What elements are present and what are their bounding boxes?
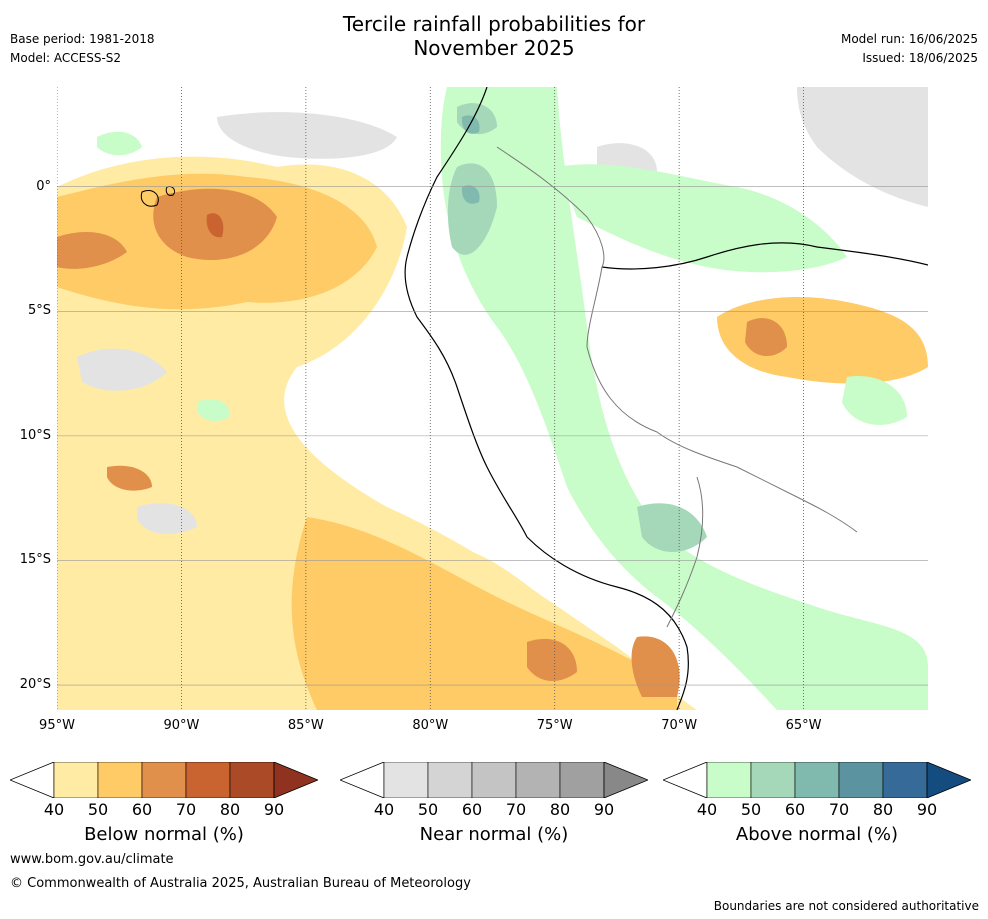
colorbar-tick-label: 90 [593,800,615,819]
below-normal-region-60e [745,318,787,357]
map-title-line2: November 2025 [413,36,575,60]
colorbar-tick-label: 40 [43,800,65,819]
colorbar-segment [882,762,928,798]
above-normal-region-3 [97,131,142,156]
latitude-label: 20°S [19,677,51,693]
near-normal-region-1 [217,112,397,159]
colorbar-tick-label: 70 [505,800,527,819]
colorbar-tick-label: 60 [131,800,153,819]
above-normal-region-50b [637,503,707,552]
longitude-label: 65°W [785,718,822,733]
colorbar-segment [229,762,275,798]
colorbar-extension-low [663,762,708,798]
colorbar-extension-high [603,762,648,798]
colorbar-segment [706,762,752,798]
colorbar-tick-label: 50 [740,800,762,819]
above-normal-region-4 [197,399,230,421]
model-text: Model: ACCESS-S2 [10,51,122,65]
colorbar-tick-label: 70 [828,800,850,819]
colorbar-tick-label: 90 [916,800,938,819]
colorbar-segment [53,762,99,798]
above-normal-region-5 [842,376,907,425]
near-normal-region-3 [77,348,167,391]
longitude-label: 70°W [661,718,698,733]
longitude-label: 75°W [536,718,573,733]
colorbar-tick-label: 40 [696,800,718,819]
above-normal-region-2 [557,164,847,273]
colorbar-tick-label: 90 [263,800,285,819]
amazon-river [601,242,929,270]
colorbar [10,762,318,798]
colorbar-tick-label: 80 [872,800,894,819]
colorbar-tick-label: 60 [784,800,806,819]
colorbar-segment [750,762,796,798]
colorbar-segment [383,762,429,798]
colorbar-tick-label: 50 [417,800,439,819]
below-normal-region-50c [717,297,928,384]
colorbar-tick-label: 60 [461,800,483,819]
longitude-label: 85°W [287,718,324,733]
colorbar-segment [794,762,840,798]
colorbar-segment [838,762,884,798]
grid-lines [56,87,928,710]
below-normal-region-60b [57,232,127,269]
colorbar-segment [471,762,517,798]
colorbar-title: Above normal (%) [735,824,899,845]
near-normal-region-4 [137,503,197,534]
colorbar-segment [185,762,231,798]
map-canvas [56,86,929,711]
below-normal-region-60f [107,465,152,491]
latitude-label: 15°S [19,552,51,568]
colorbar [340,762,648,798]
below-normal-region-70 [206,213,224,238]
latitude-label: 10°S [19,427,51,443]
disclaimer-text: Boundaries are not considered authoritat… [713,899,979,913]
below-normal-region-60c [527,638,577,682]
colorbar-segment [515,762,561,798]
longitude-label: 95°W [39,718,75,733]
website-text: www.bom.gov.au/climate [10,852,174,867]
longitude-label: 80°W [412,718,449,733]
colorbar-tick-label: 50 [87,800,109,819]
colorbar-tick-label: 70 [175,800,197,819]
colorbar-segment [427,762,473,798]
model-run-text: Model run: 16/06/2025 [840,32,978,46]
above-normal-region-60b [461,185,480,204]
coastline [404,86,689,711]
above-normal-region-60a [461,115,480,134]
country-borders [496,146,858,628]
longitude-label: 90°W [163,718,200,733]
above-normal-region-50a [447,163,497,255]
below-normal-region-60d [631,636,680,697]
below-normal-region-50b [291,517,677,710]
colorbar-tick-label: 80 [219,800,241,819]
colorbar-extension-low [10,762,55,798]
colorbar-segment [97,762,143,798]
galapagos-islands [140,186,176,207]
colorbar-tick-label: 80 [549,800,571,819]
colorbar-title: Below normal (%) [84,824,244,845]
near-normal-region-2 [797,87,928,207]
map-title: Tercile rainfall probabilities for Novem… [0,12,988,60]
latitude-label: 0° [36,178,51,194]
colorbar-extension-high [273,762,318,798]
colorbar-tick-label: 40 [373,800,395,819]
latitude-label: 5°S [27,303,51,319]
colorbar-segment [141,762,187,798]
colorbar-extension-low [340,762,385,798]
issued-text: Issued: 18/06/2025 [862,51,978,65]
colorbar-extension-high [926,762,971,798]
colorbar [663,762,971,798]
probability-map [56,86,929,711]
colorbar-segment [559,762,605,798]
colorbar-title: Near normal (%) [419,824,569,845]
map-title-line1: Tercile rainfall probabilities for [342,12,646,36]
base-period-text: Base period: 1981-2018 [10,32,155,46]
above-normal-region-1 [440,87,928,710]
copyright-text: © Commonwealth of Australia 2025, Austra… [10,876,471,891]
